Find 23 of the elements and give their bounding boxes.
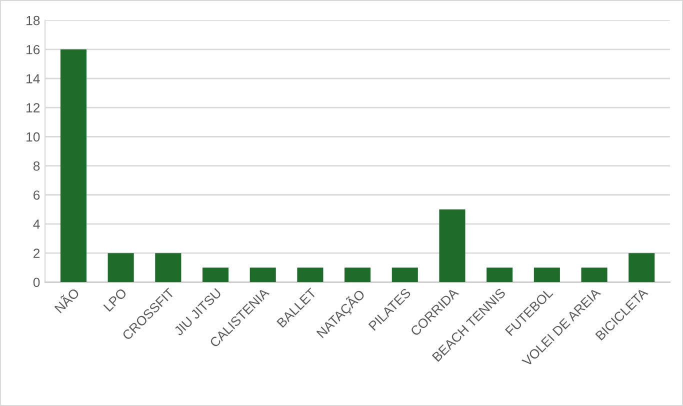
y-tick-label: 2 [34, 248, 40, 258]
bar [60, 49, 87, 282]
bar [486, 268, 513, 282]
bar [534, 268, 560, 282]
bar [581, 268, 608, 282]
bar [108, 253, 134, 282]
bar [250, 268, 276, 282]
y-tick-label: 0 [33, 278, 40, 288]
bar [344, 268, 371, 282]
bar [155, 253, 182, 282]
y-tick-label: 6 [34, 190, 40, 200]
bar [297, 268, 324, 282]
bar [202, 268, 229, 282]
y-tick-label: 10 [26, 132, 40, 142]
y-tick-label: 18 [26, 16, 40, 26]
y-tick-label: 4 [33, 220, 40, 229]
y-tick-label: 14 [26, 74, 40, 84]
bar [439, 209, 466, 282]
y-tick-label: 8 [33, 161, 40, 171]
y-tick-label: 16 [26, 44, 40, 54]
bar [392, 268, 418, 282]
y-tick-label: 12 [26, 103, 40, 112]
bar [628, 253, 655, 282]
